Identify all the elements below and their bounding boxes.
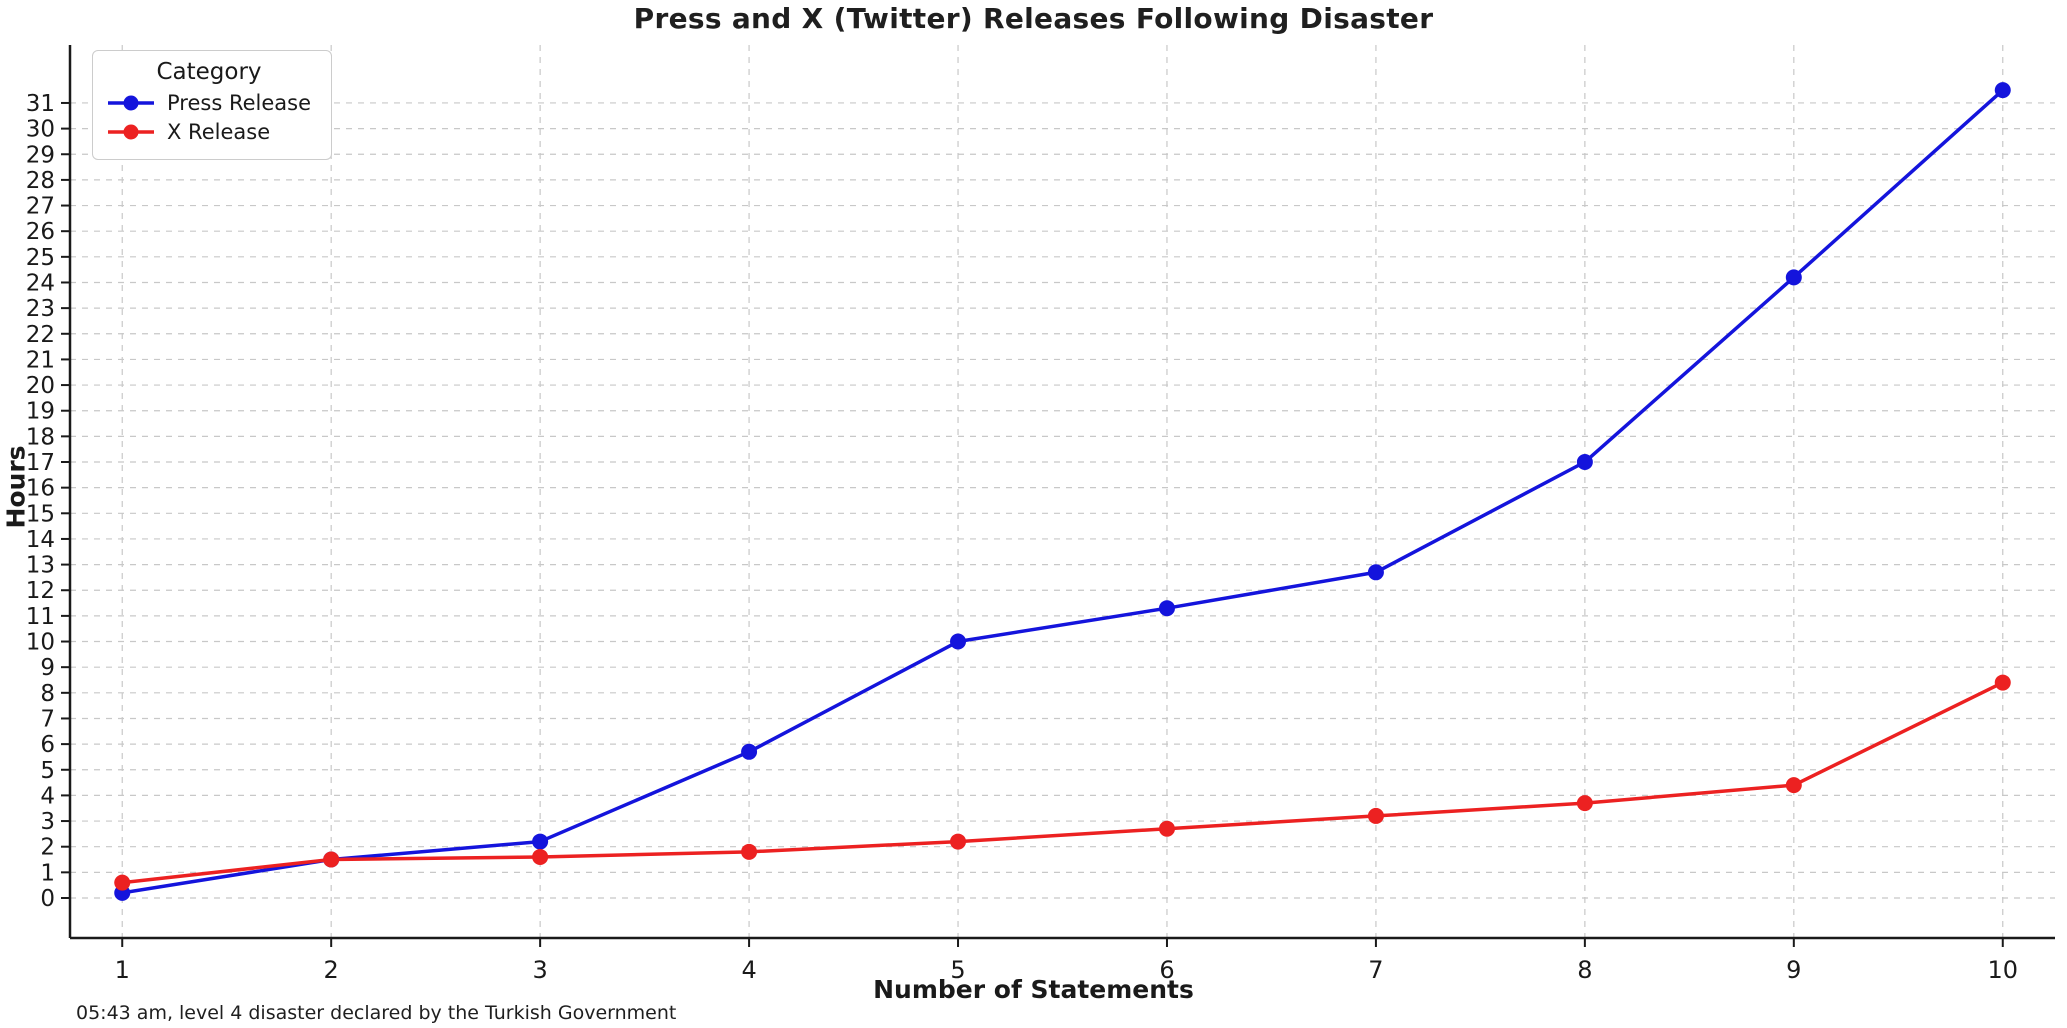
y-tick-label: 7 xyxy=(40,706,55,732)
data-point-marker xyxy=(741,743,758,760)
y-tick-label: 20 xyxy=(26,373,55,399)
y-tick-label: 18 xyxy=(26,424,55,450)
y-tick-label: 17 xyxy=(26,450,55,476)
series-line xyxy=(120,88,2005,895)
legend-item-label: X Release xyxy=(167,120,271,144)
x-tick-label: 1 xyxy=(115,956,130,984)
y-tick-label: 21 xyxy=(26,347,55,373)
y-tick-label: 13 xyxy=(26,553,55,579)
legend-title: Category xyxy=(156,59,262,85)
y-tick-label: 15 xyxy=(26,501,55,527)
y-tick-label: 0 xyxy=(40,886,55,912)
data-point-marker xyxy=(950,633,967,650)
legend-item-label: Press Release xyxy=(167,91,311,115)
y-tick-label: 26 xyxy=(26,219,55,245)
data-point-marker xyxy=(532,848,549,865)
y-axis-label: Hours xyxy=(1,445,31,529)
y-tick-label: 19 xyxy=(26,399,55,425)
legend: Category Press Release X Release xyxy=(92,50,332,160)
data-point-marker xyxy=(950,833,967,850)
data-point-marker xyxy=(1994,674,2011,691)
data-point-marker xyxy=(1576,454,1593,471)
x-tick-label: 3 xyxy=(532,956,547,984)
series-line xyxy=(120,680,2005,885)
y-tick-label: 12 xyxy=(26,578,55,604)
data-point-marker xyxy=(532,833,549,850)
y-tick-label: 10 xyxy=(26,630,55,656)
y-tick-label: 8 xyxy=(40,681,55,707)
y-tick-label: 29 xyxy=(26,142,55,168)
y-tick-label: 30 xyxy=(26,117,55,143)
y-tick-label: 16 xyxy=(26,476,55,502)
data-point-marker xyxy=(741,843,758,860)
y-tick-label: 27 xyxy=(26,194,55,220)
data-point-marker xyxy=(323,851,340,868)
x-axis-label: Number of Statements xyxy=(873,975,1194,1004)
y-tick-label: 31 xyxy=(26,91,55,117)
y-tick-label: 2 xyxy=(40,835,55,861)
y-tick-label: 5 xyxy=(40,758,55,784)
data-point-marker xyxy=(1576,795,1593,812)
y-tick-label: 3 xyxy=(40,809,55,835)
data-point-marker xyxy=(114,874,131,891)
data-point-marker xyxy=(1785,777,1802,794)
x-tick-label: 10 xyxy=(1987,956,2018,984)
legend-swatch-icon xyxy=(108,95,154,111)
data-point-marker xyxy=(1994,82,2011,99)
legend-item: Press Release xyxy=(107,91,311,115)
y-tick-label: 22 xyxy=(26,322,55,348)
y-tick-label: 24 xyxy=(26,270,55,296)
chart-title: Press and X (Twitter) Releases Following… xyxy=(633,2,1434,35)
y-tick-label: 25 xyxy=(26,245,55,271)
y-tick-label: 14 xyxy=(26,527,55,553)
y-tick-label: 6 xyxy=(40,732,55,758)
x-tick-label: 4 xyxy=(741,956,756,984)
legend-swatch-icon xyxy=(108,124,154,140)
x-tick-label: 5 xyxy=(950,956,965,984)
y-tick-label: 9 xyxy=(40,655,55,681)
y-tick-label: 11 xyxy=(26,604,55,630)
x-tick-label: 6 xyxy=(1159,956,1174,984)
data-point-marker xyxy=(1158,820,1175,837)
chart-footnote: 05:43 am, level 4 disaster declared by t… xyxy=(76,1002,677,1024)
data-point-marker xyxy=(1785,269,1802,286)
legend-items: Press Release X Release xyxy=(107,91,311,144)
y-tick-label: 23 xyxy=(26,296,55,322)
x-tick-label: 2 xyxy=(324,956,339,984)
x-tick-label: 7 xyxy=(1368,956,1383,984)
data-point-marker xyxy=(1158,600,1175,617)
legend-item: X Release xyxy=(107,120,311,144)
y-tick-label: 4 xyxy=(40,783,55,809)
y-tick-label: 28 xyxy=(26,168,55,194)
y-tick-label: 1 xyxy=(40,860,55,886)
data-point-marker xyxy=(1367,807,1384,824)
data-point-marker xyxy=(1367,564,1384,581)
x-tick-label: 8 xyxy=(1577,956,1592,984)
x-tick-label: 9 xyxy=(1786,956,1801,984)
